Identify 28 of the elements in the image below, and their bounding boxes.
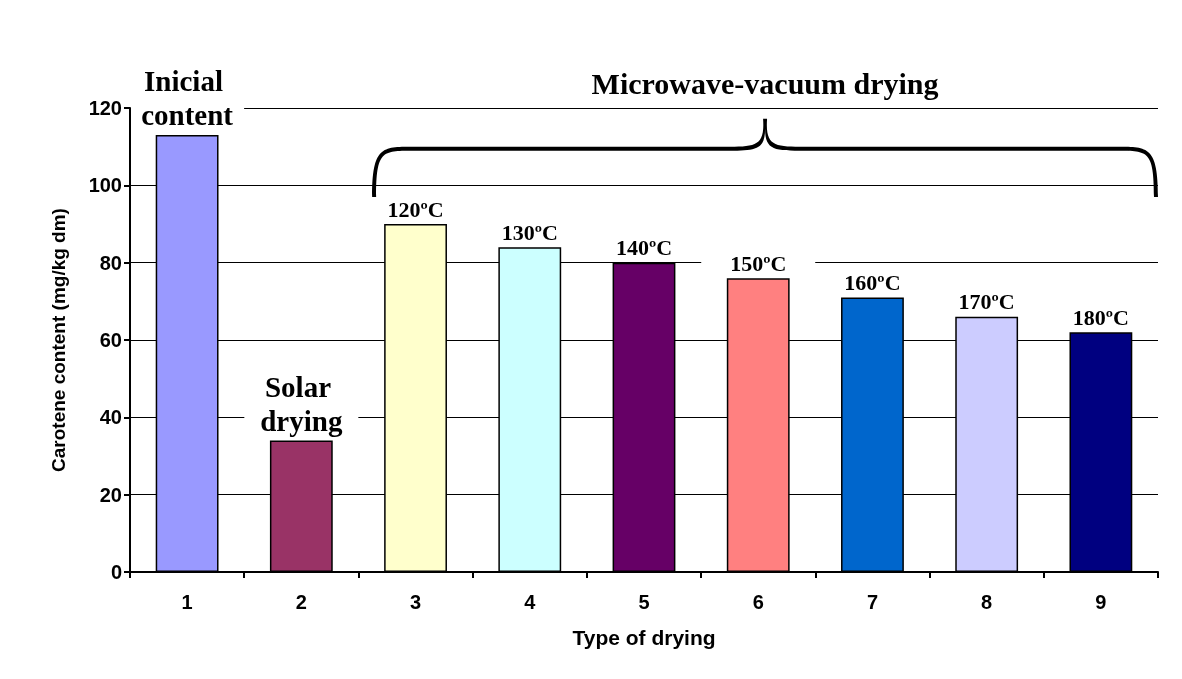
annotation: 170ºC xyxy=(958,289,1015,315)
x-tick-label: 6 xyxy=(752,591,764,613)
y-tick-label: 40 xyxy=(99,406,122,429)
x-axis-title: Type of drying xyxy=(572,626,716,649)
y-tick-label: 80 xyxy=(99,251,122,274)
x-tick-label: 3 xyxy=(409,591,422,613)
y-tick-label: 120 xyxy=(88,97,122,119)
x-tick-label: 9 xyxy=(1095,591,1107,613)
x-tick-label: 2 xyxy=(295,591,307,613)
y-axis-title: Carotene content (mg/kg dm) xyxy=(48,208,69,472)
y-tick-label: 60 xyxy=(99,329,122,351)
annotation: 120ºC xyxy=(387,196,444,222)
annotation: Solar drying xyxy=(260,370,343,437)
annotation: Inicial content xyxy=(141,65,234,132)
x-tick-label: 1 xyxy=(181,591,193,613)
annotation: 140ºC xyxy=(615,235,673,261)
annotation: 160ºC xyxy=(844,269,901,295)
annotation: 130ºC xyxy=(501,219,558,245)
annotation: 180ºC xyxy=(1072,304,1129,330)
y-tick-label: 0 xyxy=(110,561,122,583)
x-tick-label: 8 xyxy=(981,591,993,613)
x-tick-label: 5 xyxy=(638,591,650,613)
x-tick-label: 4 xyxy=(524,591,537,613)
text: Microwave-vacuum drying xyxy=(590,66,940,101)
y-tick-label: 100 xyxy=(88,174,122,197)
y-tick-label: 20 xyxy=(99,483,122,506)
annotation: 150ºC xyxy=(730,250,787,276)
x-tick-label: 7 xyxy=(866,591,879,613)
